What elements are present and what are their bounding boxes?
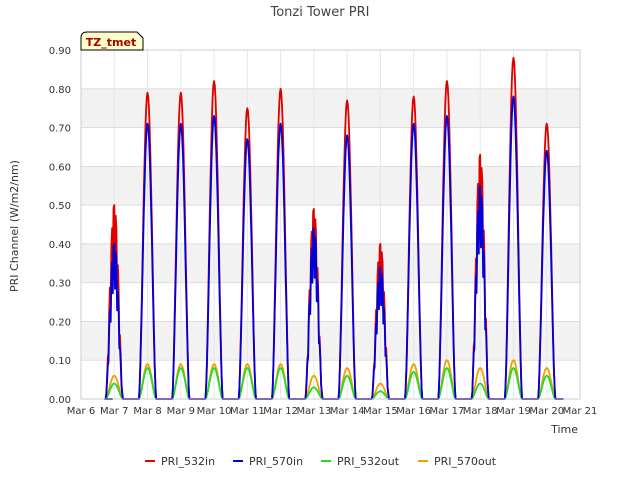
legend-item: PRI_570in [233, 455, 303, 468]
background-band [81, 243, 580, 283]
plot-frame [80, 49, 581, 400]
x-tick-label: Mar 9 [167, 406, 195, 417]
y-tick-label: 0.60 [49, 162, 71, 173]
y-tick-label: 0.70 [49, 124, 71, 135]
legend-label: PRI_532out [337, 455, 400, 468]
x-tick-label: Mar 6 [67, 406, 95, 417]
x-tick-label: Mar 17 [430, 406, 465, 417]
background-bands [81, 50, 580, 399]
x-tick-label: Mar 7 [100, 406, 128, 417]
y-axis-ticks: 0.00 0.10 0.20 0.30 0.40 0.50 0.60 0.70 0.80 0.90 [49, 46, 71, 406]
x-axis-label: Time [550, 423, 578, 436]
legend-label: PRI_570in [249, 455, 303, 468]
background-band [81, 88, 580, 128]
y-tick-label: 0.30 [49, 279, 71, 290]
legend-item: PRI_570out [418, 455, 497, 468]
y-tick-label: 0.50 [49, 201, 71, 212]
site-label-text: TZ_tmet [86, 36, 136, 49]
x-tick-label: Mar 12 [263, 406, 298, 417]
legend-item: PRI_532in [145, 455, 215, 468]
y-tick-label: 0.10 [49, 356, 71, 367]
y-tick-label: 0.00 [49, 395, 71, 406]
x-tick-label: Mar 10 [197, 406, 232, 417]
legend: PRI_532in PRI_570in PRI_532out PRI_570out [145, 455, 497, 468]
x-tick-label: Mar 15 [363, 406, 398, 417]
y-tick-label: 0.40 [49, 240, 71, 251]
background-band [81, 166, 580, 206]
x-tick-label: Mar 13 [296, 406, 331, 417]
legend-label: PRI_532in [161, 455, 215, 468]
x-tick-label: Mar 18 [463, 406, 498, 417]
site-label-box: TZ_tmet [80, 31, 144, 51]
legend-label: PRI_570out [434, 455, 497, 468]
y-tick-label: 0.90 [49, 46, 71, 57]
x-tick-label: Mar 8 [133, 406, 161, 417]
y-tick-label: 0.20 [49, 317, 71, 328]
x-tick-label: Mar 21 [563, 406, 598, 417]
x-tick-label: Mar 19 [496, 406, 531, 417]
background-band [81, 321, 580, 361]
x-tick-label: Mar 16 [396, 406, 431, 417]
chart-title: Tonzi Tower PRI [270, 5, 370, 20]
x-tick-label: Mar 11 [230, 406, 265, 417]
x-tick-label: Mar 20 [529, 406, 564, 417]
x-tick-label: Mar 14 [330, 406, 365, 417]
y-tick-label: 0.80 [49, 85, 71, 96]
legend-item: PRI_532out [321, 455, 400, 468]
y-axis-label: PRI Channel (W/m2/nm) [8, 160, 21, 292]
